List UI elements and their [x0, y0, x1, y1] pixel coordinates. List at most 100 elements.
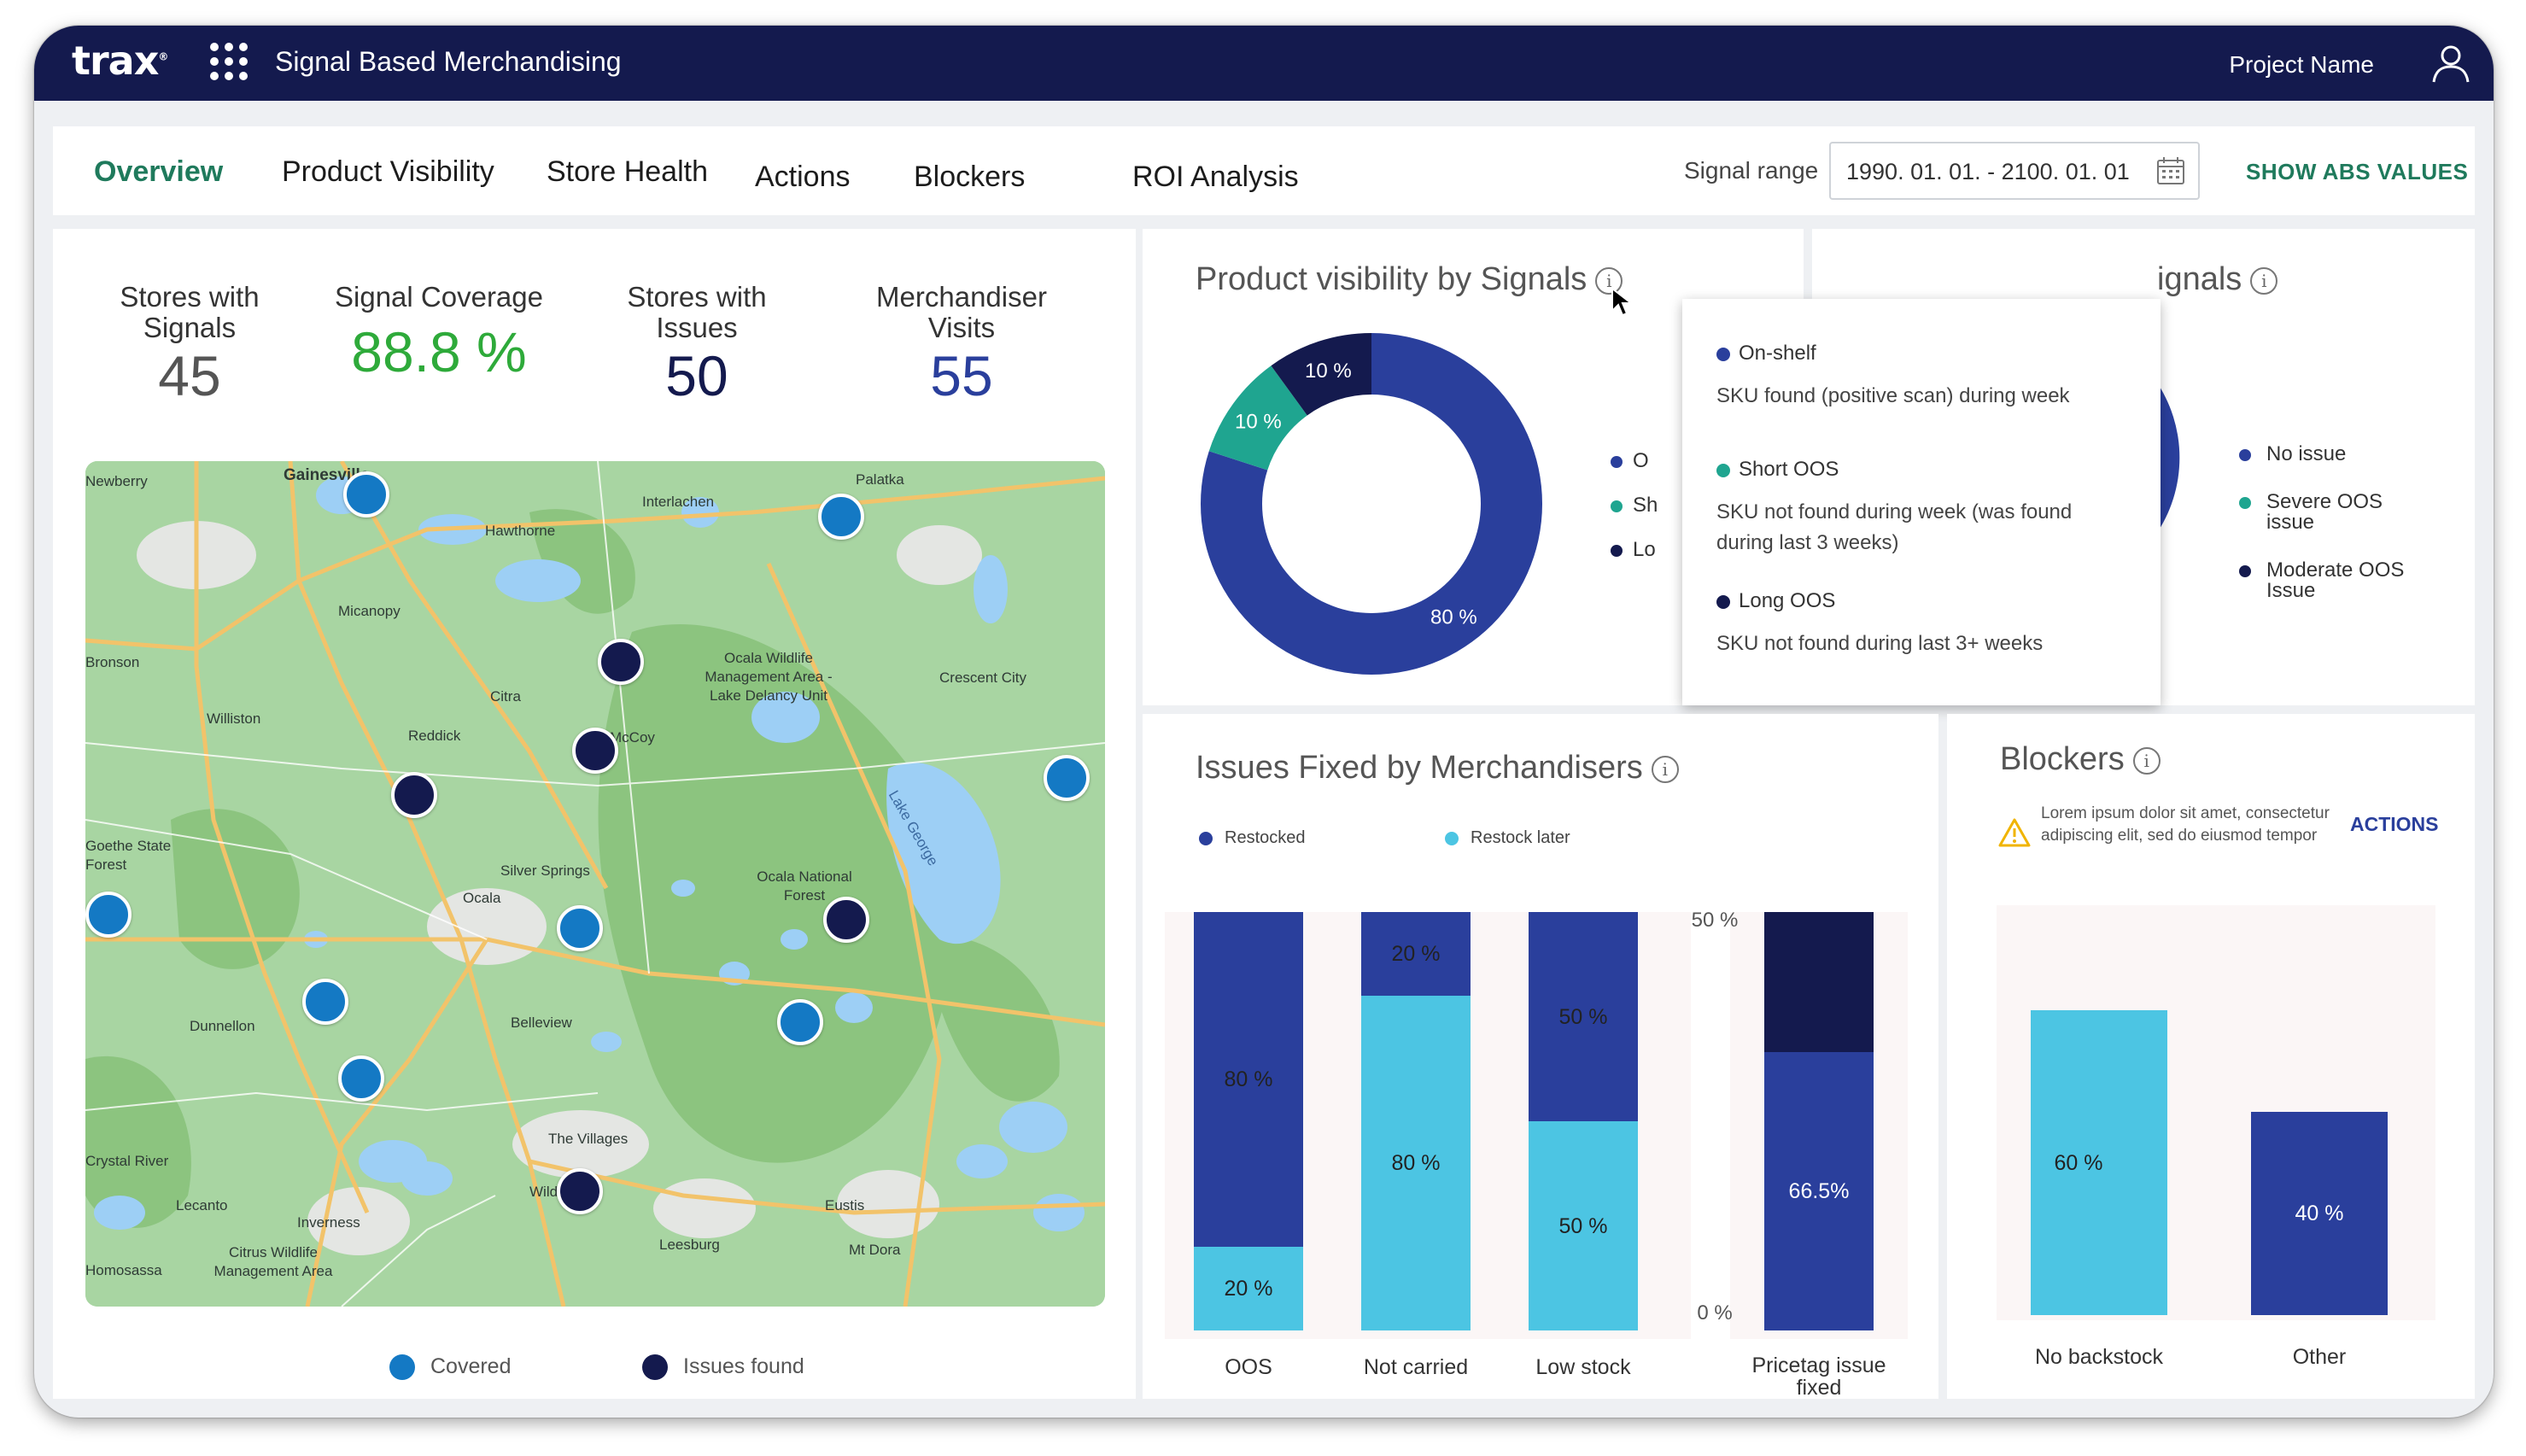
- card-title-text: Blockers: [2000, 741, 2125, 777]
- legend-restocked: Restocked: [1199, 828, 1306, 848]
- kpi-signal-coverage: Signal Coverage 88.8 %: [328, 282, 550, 383]
- map-place: Ocala National Forest: [757, 868, 852, 903]
- category-label: OOS: [1225, 1355, 1272, 1379]
- map-place: Bronson: [85, 654, 140, 670]
- map-place: Crescent City: [939, 670, 1027, 686]
- legend-item: No issue: [2239, 444, 2444, 465]
- card-title-text: Product visibility by Signals: [1196, 261, 1588, 297]
- map-place: Williston: [207, 710, 261, 727]
- issue-store-marker[interactable]: [823, 897, 869, 943]
- tab-blockers[interactable]: Blockers: [914, 161, 1026, 193]
- kpi-label: Stores with Signals: [120, 281, 260, 343]
- info-icon[interactable]: i: [2250, 266, 2278, 295]
- blockers-notice: Lorem ipsum dolor sit amet, consectetur …: [2041, 804, 2330, 845]
- overview-map-card: Stores with Signals 45 Signal Coverage 8…: [53, 229, 1136, 1399]
- legend-item: Sh: [1611, 483, 1679, 528]
- blocker-bar[interactable]: [2251, 1112, 2388, 1315]
- tab-product-visibility[interactable]: Product Visibility: [282, 155, 494, 188]
- donut-slice-label: 80 %: [1430, 606, 1477, 629]
- tooltip-item-name: Short OOS: [1739, 458, 1839, 481]
- bar-label: 20 %: [1391, 942, 1441, 966]
- tooltip-item-desc: SKU not found during week (was found dur…: [1716, 500, 2073, 554]
- map-place: Citra: [490, 688, 521, 705]
- tab-overview[interactable]: Overview: [94, 155, 224, 188]
- signal-range-input[interactable]: 1990. 01. 01. - 2100. 01. 01: [1829, 142, 2200, 200]
- covered-store-marker[interactable]: [85, 892, 132, 938]
- covered-store-marker[interactable]: [343, 471, 389, 517]
- kpi-merchandiser-visits: Merchandiser Visits 55: [851, 282, 1073, 407]
- kpi-label: Stores with Issues: [627, 281, 767, 343]
- bar-segment-restocked[interactable]: [1194, 912, 1303, 1247]
- bar-segment-restocked[interactable]: [1361, 912, 1471, 996]
- map-place: Inverness: [297, 1214, 360, 1231]
- covered-dot: [389, 1354, 415, 1381]
- bar-label: 40 %: [2295, 1202, 2344, 1225]
- project-name[interactable]: Project Name: [2229, 51, 2374, 78]
- tab-actions[interactable]: Actions: [755, 161, 851, 193]
- issue-store-marker[interactable]: [557, 1168, 603, 1214]
- issue-store-marker[interactable]: [572, 728, 618, 774]
- card-title-text: ignals: [2157, 261, 2242, 297]
- covered-store-marker[interactable]: [1044, 755, 1090, 801]
- covered-store-marker[interactable]: [338, 1055, 384, 1102]
- issue-store-marker[interactable]: [598, 639, 644, 685]
- app-window: trax® Signal Based Merchandising Project…: [34, 26, 2494, 1418]
- issue-store-marker[interactable]: [391, 772, 437, 818]
- covered-store-marker[interactable]: [777, 999, 823, 1045]
- legend-label: Lo: [1633, 538, 1656, 561]
- tooltip-item-on-shelf: On-shelf SKU found (positive scan) durin…: [1716, 342, 2126, 412]
- user-icon[interactable]: [2429, 41, 2473, 85]
- donut-slice-short-oos[interactable]: [1208, 365, 1307, 471]
- category-label: No backstock: [2034, 1345, 2164, 1369]
- tooltip-item-short-oos: Short OOS SKU not found during week (was…: [1716, 458, 2126, 558]
- bar-segment-pricetag-remaining[interactable]: [1764, 912, 1874, 1053]
- issues-fixed-chart: 80 % 20 % OOS 20 % 80 % Not carried 50 % 50 % Lo…: [1143, 714, 1938, 1399]
- covered-store-marker[interactable]: [557, 905, 603, 951]
- signal-range-value: 1990. 01. 01. - 2100. 01. 01: [1846, 159, 2130, 184]
- map-place: Leesburg: [659, 1237, 720, 1253]
- category-label: Pricetag issue fixed: [1751, 1354, 1886, 1400]
- kpi-value: 45: [158, 344, 221, 407]
- bar-segment-restocked[interactable]: [1529, 912, 1638, 1121]
- info-icon[interactable]: i: [1595, 266, 1623, 295]
- map-place: Palatka: [856, 471, 904, 488]
- legend-label: Restocked: [1225, 828, 1306, 847]
- top-bar: trax® Signal Based Merchandising Project…: [34, 26, 2494, 101]
- store-map[interactable]: Gainesville Hawthorne Interlachen Palatk…: [85, 461, 1105, 1307]
- covered-store-marker[interactable]: [818, 494, 864, 540]
- map-place: Dunnellon: [190, 1018, 255, 1034]
- blockers-actions-link[interactable]: ACTIONS: [2350, 813, 2439, 835]
- blockers-card: Blockers i Lorem ipsum dolor sit amet, co…: [1947, 714, 2475, 1399]
- bar-segment-restock-later[interactable]: [1529, 1121, 1638, 1330]
- map-place: Lecanto: [176, 1197, 228, 1213]
- kpi-stores-with-issues: Stores with Issues 50: [586, 281, 808, 407]
- logo-text: trax: [72, 38, 159, 84]
- category-label: Not carried: [1363, 1355, 1469, 1379]
- show-abs-values-button[interactable]: SHOW ABS VALUES: [2246, 159, 2469, 184]
- tab-store-health[interactable]: Store Health: [547, 155, 708, 188]
- info-icon[interactable]: i: [2132, 746, 2161, 775]
- map-place: Hawthorne: [485, 523, 556, 539]
- calendar-icon[interactable]: [2155, 155, 2186, 186]
- app-grid-icon[interactable]: [210, 43, 248, 80]
- bar-segment-restock-later[interactable]: [1194, 1247, 1303, 1330]
- legend-label: Moderate OOS Issue: [2266, 558, 2405, 602]
- bar-label: 80 %: [1224, 1067, 1273, 1091]
- bar-label: 60 %: [2054, 1150, 2103, 1175]
- kpi-value: 50: [665, 344, 728, 407]
- bar-segment-restock-later[interactable]: [1361, 996, 1471, 1330]
- kpi-stores-with-signals: Stores with Signals 45: [79, 281, 301, 407]
- map-place: Goethe State Forest: [85, 838, 172, 873]
- legend-covered: Covered: [389, 1354, 512, 1381]
- map-place: Citrus Wildlife Management Area: [213, 1244, 333, 1279]
- tab-roi-analysis[interactable]: ROI Analysis: [1132, 161, 1299, 193]
- legend-label: Covered: [430, 1354, 512, 1378]
- donut-slice-on-shelf[interactable]: [1201, 333, 1542, 675]
- warning-icon: [1998, 818, 2031, 847]
- info-icon[interactable]: i: [1651, 755, 1679, 783]
- donut-slice-long-oos[interactable]: [1271, 333, 1371, 416]
- covered-store-marker[interactable]: [302, 979, 348, 1025]
- product-visibility-donut[interactable]: 80 % 10 % 10 %: [1192, 325, 1551, 683]
- trax-logo[interactable]: trax®: [72, 38, 168, 84]
- blocker-bar[interactable]: [2031, 1010, 2167, 1315]
